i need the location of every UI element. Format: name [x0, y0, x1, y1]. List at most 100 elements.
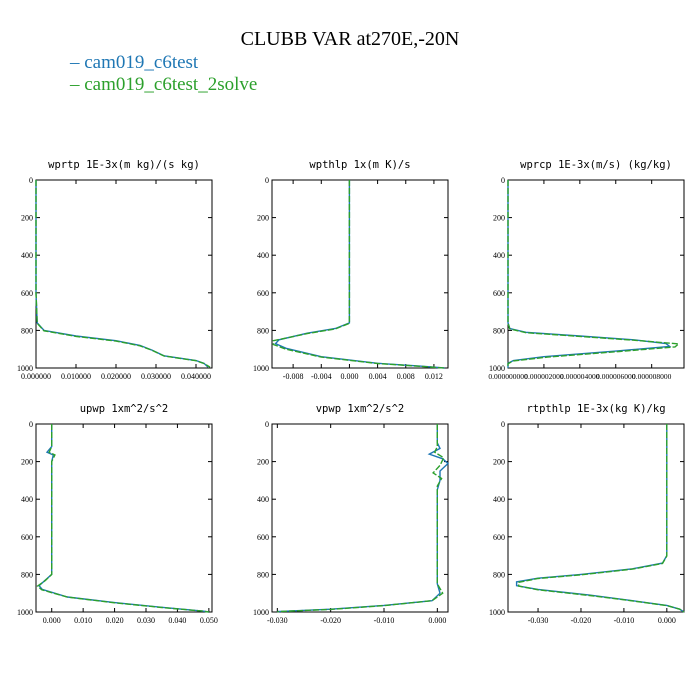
y-tick-label: 1000 — [253, 364, 269, 373]
x-tick-label: 0.040000 — [181, 372, 211, 381]
x-tick-label: 0.000000 — [21, 372, 51, 381]
x-tick-label: -0.010 — [374, 616, 395, 625]
panel-title: wprcp 1E-3x(m/s) (kg/kg) — [520, 159, 672, 171]
y-tick-label: 800 — [257, 326, 269, 335]
panel-frame — [35, 179, 213, 369]
legend-item-series-1: – cam019_c6test — [70, 52, 199, 73]
y-tick-label: 400 — [21, 495, 33, 504]
series-line-2 — [277, 424, 445, 613]
y-tick-label: 800 — [493, 570, 505, 579]
y-tick-label: 0 — [29, 420, 33, 429]
x-tick-label: -0.030 — [267, 616, 288, 625]
y-tick-label: 800 — [21, 570, 33, 579]
panel-title: vpwp 1xm^2/s^2 — [316, 403, 405, 415]
panel-title: upwp 1xm^2/s^2 — [80, 403, 169, 415]
y-tick-label: 0 — [265, 176, 269, 185]
series-line-1 — [515, 424, 685, 613]
panel-frame — [507, 423, 685, 613]
y-tick-label: 600 — [21, 533, 33, 542]
x-tick-label: 0.000008000 — [632, 372, 672, 381]
y-tick-label: 1000 — [17, 364, 33, 373]
x-tick-label: 0.040 — [168, 616, 186, 625]
y-tick-label: 200 — [493, 458, 505, 467]
y-tick-label: 200 — [493, 214, 505, 223]
y-tick-label: 600 — [21, 289, 33, 298]
x-tick-label: -0.020 — [571, 616, 592, 625]
x-tick-label: -0.008 — [283, 372, 304, 381]
x-tick-label: 0.000004000 — [560, 372, 600, 381]
y-tick-label: 200 — [257, 458, 269, 467]
x-tick-label: 0.030 — [137, 616, 155, 625]
panel-title: rtpthlp 1E-3x(kg K)/kg — [526, 403, 665, 415]
y-tick-label: 200 — [21, 458, 33, 467]
y-tick-label: 200 — [257, 214, 269, 223]
panel-frame — [271, 423, 449, 613]
x-tick-label: -0.030 — [528, 616, 549, 625]
series-line-2 — [518, 424, 685, 613]
x-tick-label: 0.008 — [397, 372, 415, 381]
y-tick-label: 0 — [265, 420, 269, 429]
figure-title: CLUBB VAR at270E,-20N — [240, 28, 460, 50]
y-tick-label: 1000 — [489, 364, 505, 373]
y-tick-label: 1000 — [17, 608, 33, 617]
y-tick-label: 400 — [257, 495, 269, 504]
x-tick-label: 0.000 — [340, 372, 358, 381]
y-tick-label: 400 — [493, 251, 505, 260]
panel-1: wprtp 1E-3x(m kg)/(s kg) 0 200 400 600 800 100… — [17, 159, 213, 381]
x-tick-label: 0.000 — [43, 616, 61, 625]
series-line-1 — [507, 180, 672, 368]
y-tick-label: 600 — [493, 533, 505, 542]
x-tick-label: 0.000 — [428, 616, 446, 625]
x-tick-label: 0.012 — [425, 372, 443, 381]
y-tick-label: 600 — [493, 289, 505, 298]
x-tick-label: 0.030000 — [141, 372, 171, 381]
x-tick-label: 0.010 — [74, 616, 92, 625]
legend-item-series-2: – cam019_c6test_2solve — [70, 74, 258, 95]
x-tick-label: -0.010 — [614, 616, 635, 625]
y-tick-label: 0 — [501, 176, 505, 185]
panel-6: rtpthlp 1E-3x(kg K)/kg 0 200 400 600 800 1000 -… — [489, 403, 685, 625]
x-tick-label: 0.020000 — [101, 372, 131, 381]
y-tick-label: 600 — [257, 533, 269, 542]
panel-frame — [271, 179, 449, 369]
x-tick-label: -0.004 — [311, 372, 332, 381]
panel-title: wprtp 1E-3x(m kg)/(s kg) — [48, 159, 200, 171]
y-tick-label: 800 — [257, 570, 269, 579]
series-line-2 — [507, 180, 681, 368]
x-tick-label: 0.000006000 — [596, 372, 636, 381]
panel-3: wprcp 1E-3x(m/s) (kg/kg) 0 200 400 600 800 100… — [488, 159, 685, 381]
y-tick-label: 1000 — [489, 608, 505, 617]
y-tick-label: 0 — [29, 176, 33, 185]
panel-frame — [507, 179, 685, 369]
y-tick-label: 600 — [257, 289, 269, 298]
x-tick-label: 0.000002000 — [524, 372, 564, 381]
x-tick-label: -0.020 — [320, 616, 341, 625]
y-tick-label: 400 — [493, 495, 505, 504]
y-tick-label: 200 — [21, 214, 33, 223]
panel-5: vpwp 1xm^2/s^2 0 200 400 600 800 1000-0.030 -0.… — [253, 403, 450, 625]
series-line-1 — [277, 424, 450, 613]
x-tick-label: 0.010000 — [61, 372, 91, 381]
series-line-2 — [36, 424, 209, 613]
y-tick-label: 800 — [493, 326, 505, 335]
series-line-1 — [35, 180, 209, 368]
y-tick-label: 800 — [21, 326, 33, 335]
series-line-2 — [272, 180, 445, 369]
y-tick-label: 400 — [21, 251, 33, 260]
x-tick-label: 0.004 — [369, 372, 387, 381]
x-tick-label: 0.020 — [106, 616, 124, 625]
x-tick-label: 0.050 — [200, 616, 218, 625]
panel-2: wpthlp 1x(m K)/s 0 200 400 600 800 1000 -0.008-… — [253, 159, 449, 381]
panel-title: wpthlp 1x(m K)/s — [309, 159, 410, 171]
series-line-1 — [274, 180, 445, 369]
y-tick-label: 1000 — [253, 608, 269, 617]
y-tick-label: 400 — [257, 251, 269, 260]
series-line-2 — [35, 180, 211, 368]
panel-frame — [35, 423, 213, 613]
x-tick-label: 0.000000000 — [488, 372, 528, 381]
x-tick-label: 0.000 — [658, 616, 676, 625]
panel-4: upwp 1xm^2/s^2 0 200 400 600 800 1000 0.000 0.01… — [17, 403, 218, 625]
y-tick-label: 0 — [501, 420, 505, 429]
series-line-1 — [38, 424, 209, 613]
